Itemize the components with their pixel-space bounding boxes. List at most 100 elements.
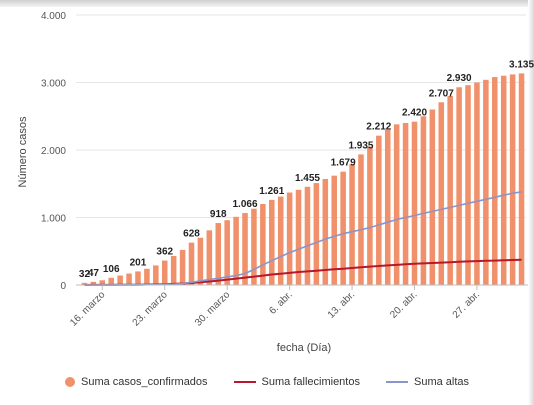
- bar: [242, 213, 248, 285]
- data-label: 1.679: [331, 158, 356, 169]
- x-tick-label: 27. abr.: [451, 289, 482, 320]
- legend-item-casos[interactable]: Suma casos_confirmados: [64, 372, 208, 392]
- data-label: 918: [210, 209, 227, 220]
- data-label: 2.707: [429, 88, 454, 99]
- bar: [492, 77, 498, 285]
- legend-swatch-casos: [64, 377, 75, 387]
- data-label: 362: [156, 247, 173, 258]
- legend-label-fallecimientos: Suma fallecimientos: [261, 376, 360, 388]
- bar: [170, 255, 177, 285]
- bar: [402, 123, 409, 285]
- data-label: 1.066: [233, 199, 258, 210]
- bar: [358, 154, 364, 285]
- bar: [260, 204, 266, 285]
- x-tick-label: 20. abr.: [388, 289, 419, 320]
- x-axis-title: fecha (Día): [277, 342, 331, 354]
- x-tick-label: 16. marzo: [68, 289, 108, 329]
- bar: [286, 192, 293, 285]
- window-top-edge: [0, 0, 534, 7]
- data-label: 1.261: [259, 186, 284, 197]
- bar: [456, 87, 462, 285]
- bar: [313, 183, 320, 285]
- y-tick-label: 0: [60, 281, 66, 292]
- bar: [90, 281, 97, 285]
- x-tick-label: 30. marzo: [193, 289, 233, 329]
- bar: [135, 271, 141, 285]
- bar: [269, 199, 275, 285]
- data-label: 628: [183, 229, 200, 240]
- line-series: [84, 191, 522, 286]
- bar: [153, 265, 159, 285]
- bar: [81, 282, 88, 285]
- bar: [349, 164, 355, 285]
- bar: [518, 73, 525, 285]
- bar: [277, 196, 284, 285]
- data-label: 1.455: [295, 173, 320, 184]
- legend-label-casos: Suma casos_confirmados: [80, 376, 208, 388]
- data-label: 47: [88, 268, 100, 279]
- bar: [438, 102, 445, 285]
- data-label: 3.135: [509, 59, 534, 70]
- legend: Suma casos_confirmados Suma fallecimient…: [0, 372, 534, 392]
- bar: [108, 277, 114, 285]
- bar: [126, 273, 132, 285]
- window-right-edge: [528, 0, 534, 405]
- y-tick-label: 1.000: [41, 214, 66, 225]
- bar: [179, 249, 186, 285]
- bar: [99, 280, 106, 285]
- bar: [393, 124, 400, 285]
- legend-item-fallecimientos[interactable]: Suma fallecimientos: [233, 372, 360, 392]
- y-tick-label: 4.000: [41, 11, 66, 22]
- bar: [331, 175, 337, 285]
- legend-label-altas: Suma altas: [413, 376, 470, 388]
- bar: [340, 171, 346, 285]
- data-label: 1.935: [348, 140, 373, 151]
- y-axis-ticks: 0 1.000 2.000 3.000 4.000: [41, 11, 66, 292]
- bar: [384, 129, 391, 285]
- bar: [206, 230, 213, 285]
- y-axis-title: Número casos: [17, 116, 29, 187]
- x-tick-label: 23. marzo: [131, 289, 171, 329]
- bar: [322, 179, 329, 285]
- bar: [224, 220, 230, 285]
- bar: [474, 82, 480, 285]
- bar: [411, 121, 418, 286]
- bar: [161, 260, 168, 285]
- bar: [483, 79, 489, 285]
- line-fallecimientos: [84, 258, 522, 286]
- data-label: 32: [79, 269, 91, 280]
- legend-swatch-altas: [385, 381, 408, 383]
- line-altas: [84, 191, 522, 286]
- bar: [465, 85, 471, 285]
- x-tick-label: 6. abr.: [267, 289, 294, 316]
- x-axis-ticks: 16. marzo 23. marzo 30. marzo 6. abr. 13. ab…: [68, 285, 482, 329]
- bar: [197, 237, 204, 285]
- bar: [367, 146, 373, 285]
- bar: [429, 109, 436, 285]
- bar: [376, 135, 382, 285]
- bar: [420, 116, 427, 285]
- bar: [251, 208, 257, 285]
- data-label: 2.420: [402, 108, 427, 119]
- bar: [215, 223, 222, 285]
- bar: [188, 242, 195, 285]
- y-tick-label: 3.000: [41, 79, 66, 90]
- x-tick-label: 13. abr.: [326, 289, 357, 320]
- data-label: 106: [103, 264, 120, 275]
- data-label: 2.930: [447, 73, 472, 84]
- bar: [509, 74, 516, 286]
- bar: [295, 189, 302, 285]
- legend-swatch-fallecimientos: [233, 381, 256, 383]
- data-label: 201: [130, 257, 147, 268]
- data-label: 2.212: [366, 122, 391, 133]
- legend-item-altas[interactable]: Suma altas: [385, 372, 470, 392]
- bar: [447, 96, 453, 285]
- y-tick-label: 2.000: [41, 146, 66, 157]
- bar: [117, 275, 123, 285]
- bar: [233, 216, 239, 285]
- bar: [500, 75, 507, 285]
- bar-series-casos: [81, 73, 525, 286]
